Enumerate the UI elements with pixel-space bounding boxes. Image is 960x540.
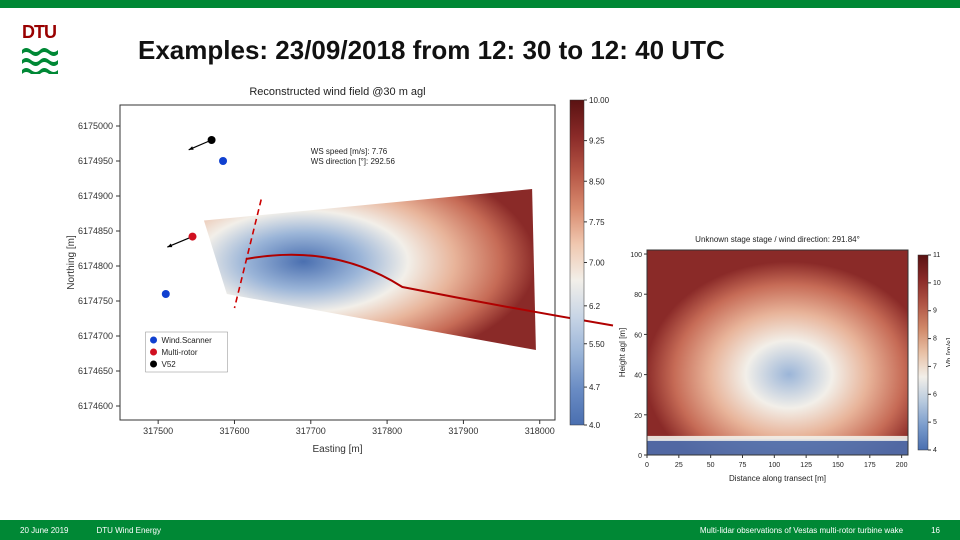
wind-field-chart: 317500 317600 317700 317800 317900 318000 6174… <box>60 80 615 460</box>
svg-text:8.50: 8.50 <box>589 177 605 186</box>
svg-text:4.7: 4.7 <box>589 383 601 392</box>
svg-text:6: 6 <box>933 391 937 398</box>
svg-text:10.00: 10.00 <box>589 96 610 105</box>
svg-text:25: 25 <box>675 462 683 469</box>
svg-text:11: 11 <box>933 252 940 259</box>
svg-text:317800: 317800 <box>372 426 402 436</box>
svg-text:80: 80 <box>634 292 642 299</box>
svg-text:Distance along transect [m]: Distance along transect [m] <box>729 474 826 483</box>
svg-text:150: 150 <box>832 462 844 469</box>
svg-text:317900: 317900 <box>448 426 478 436</box>
svg-text:125: 125 <box>800 462 812 469</box>
svg-text:0: 0 <box>645 462 649 469</box>
svg-text:V52: V52 <box>162 360 177 369</box>
svg-text:Unknown stage stage / wind dir: Unknown stage stage / wind direction: 29… <box>695 235 860 244</box>
svg-text:7: 7 <box>933 363 937 370</box>
svg-text:4.0: 4.0 <box>589 421 601 430</box>
svg-text:200: 200 <box>896 462 908 469</box>
footer-bar: 20 June 2019 DTU Wind Energy Multi-lidar… <box>0 520 960 540</box>
svg-text:317500: 317500 <box>143 426 173 436</box>
svg-text:317600: 317600 <box>219 426 249 436</box>
svg-text:Height agl [m]: Height agl [m] <box>618 328 627 377</box>
svg-text:6174900: 6174900 <box>78 191 113 201</box>
svg-text:Reconstructed wind field @30 m: Reconstructed wind field @30 m agl <box>249 86 425 98</box>
svg-text:6.2: 6.2 <box>589 302 601 311</box>
svg-text:9.25: 9.25 <box>589 137 605 146</box>
svg-text:7.75: 7.75 <box>589 218 605 227</box>
svg-text:7.00: 7.00 <box>589 259 605 268</box>
footer-date: 20 June 2019 <box>20 526 69 535</box>
svg-text:WS speed [m/s]: 7.76: WS speed [m/s]: 7.76 <box>311 147 388 156</box>
footer-right: Multi-lidar observations of Vestas multi… <box>700 526 903 535</box>
svg-text:50: 50 <box>707 462 715 469</box>
slide-title: Examples: 23/09/2018 from 12: 30 to 12: … <box>138 35 725 66</box>
svg-text:5: 5 <box>933 419 937 426</box>
footer-dept: DTU Wind Energy <box>97 526 161 535</box>
svg-text:0: 0 <box>638 453 642 460</box>
logo-waves-icon <box>22 46 58 74</box>
svg-text:40: 40 <box>634 373 642 380</box>
svg-text:20: 20 <box>634 413 642 420</box>
svg-text:8: 8 <box>933 336 937 343</box>
svg-text:5.50: 5.50 <box>589 340 605 349</box>
svg-text:6175000: 6175000 <box>78 121 113 131</box>
footer-page: 16 <box>931 526 940 535</box>
svg-text:Wind.Scanner: Wind.Scanner <box>162 336 213 345</box>
svg-text:6174950: 6174950 <box>78 156 113 166</box>
svg-text:Northing [m]: Northing [m] <box>66 235 77 290</box>
svg-text:318000: 318000 <box>525 426 555 436</box>
svg-text:317700: 317700 <box>296 426 326 436</box>
svg-text:Multi-rotor: Multi-rotor <box>162 348 198 357</box>
top-accent-bar <box>0 0 960 8</box>
svg-text:6174800: 6174800 <box>78 261 113 271</box>
logo-text: DTU <box>22 22 58 43</box>
svg-text:6174750: 6174750 <box>78 296 113 306</box>
svg-text:6174650: 6174650 <box>78 366 113 376</box>
svg-text:10: 10 <box>933 280 941 287</box>
svg-text:Vh [m/s]: Vh [m/s] <box>945 338 950 367</box>
svg-text:175: 175 <box>864 462 876 469</box>
svg-text:100: 100 <box>630 252 642 259</box>
transect-chart: 0255075100125150175200020406080100Distan… <box>615 230 950 485</box>
svg-text:Easting [m]: Easting [m] <box>312 444 362 455</box>
svg-text:60: 60 <box>634 332 642 339</box>
svg-text:75: 75 <box>739 462 747 469</box>
svg-text:6174700: 6174700 <box>78 331 113 341</box>
svg-text:6174850: 6174850 <box>78 226 113 236</box>
svg-text:4: 4 <box>933 447 937 454</box>
svg-text:WS direction [°]: 292.56: WS direction [°]: 292.56 <box>311 157 396 166</box>
dtu-logo: DTU <box>22 22 58 74</box>
svg-text:9: 9 <box>933 308 937 315</box>
svg-text:6174600: 6174600 <box>78 401 113 411</box>
svg-text:100: 100 <box>768 462 780 469</box>
